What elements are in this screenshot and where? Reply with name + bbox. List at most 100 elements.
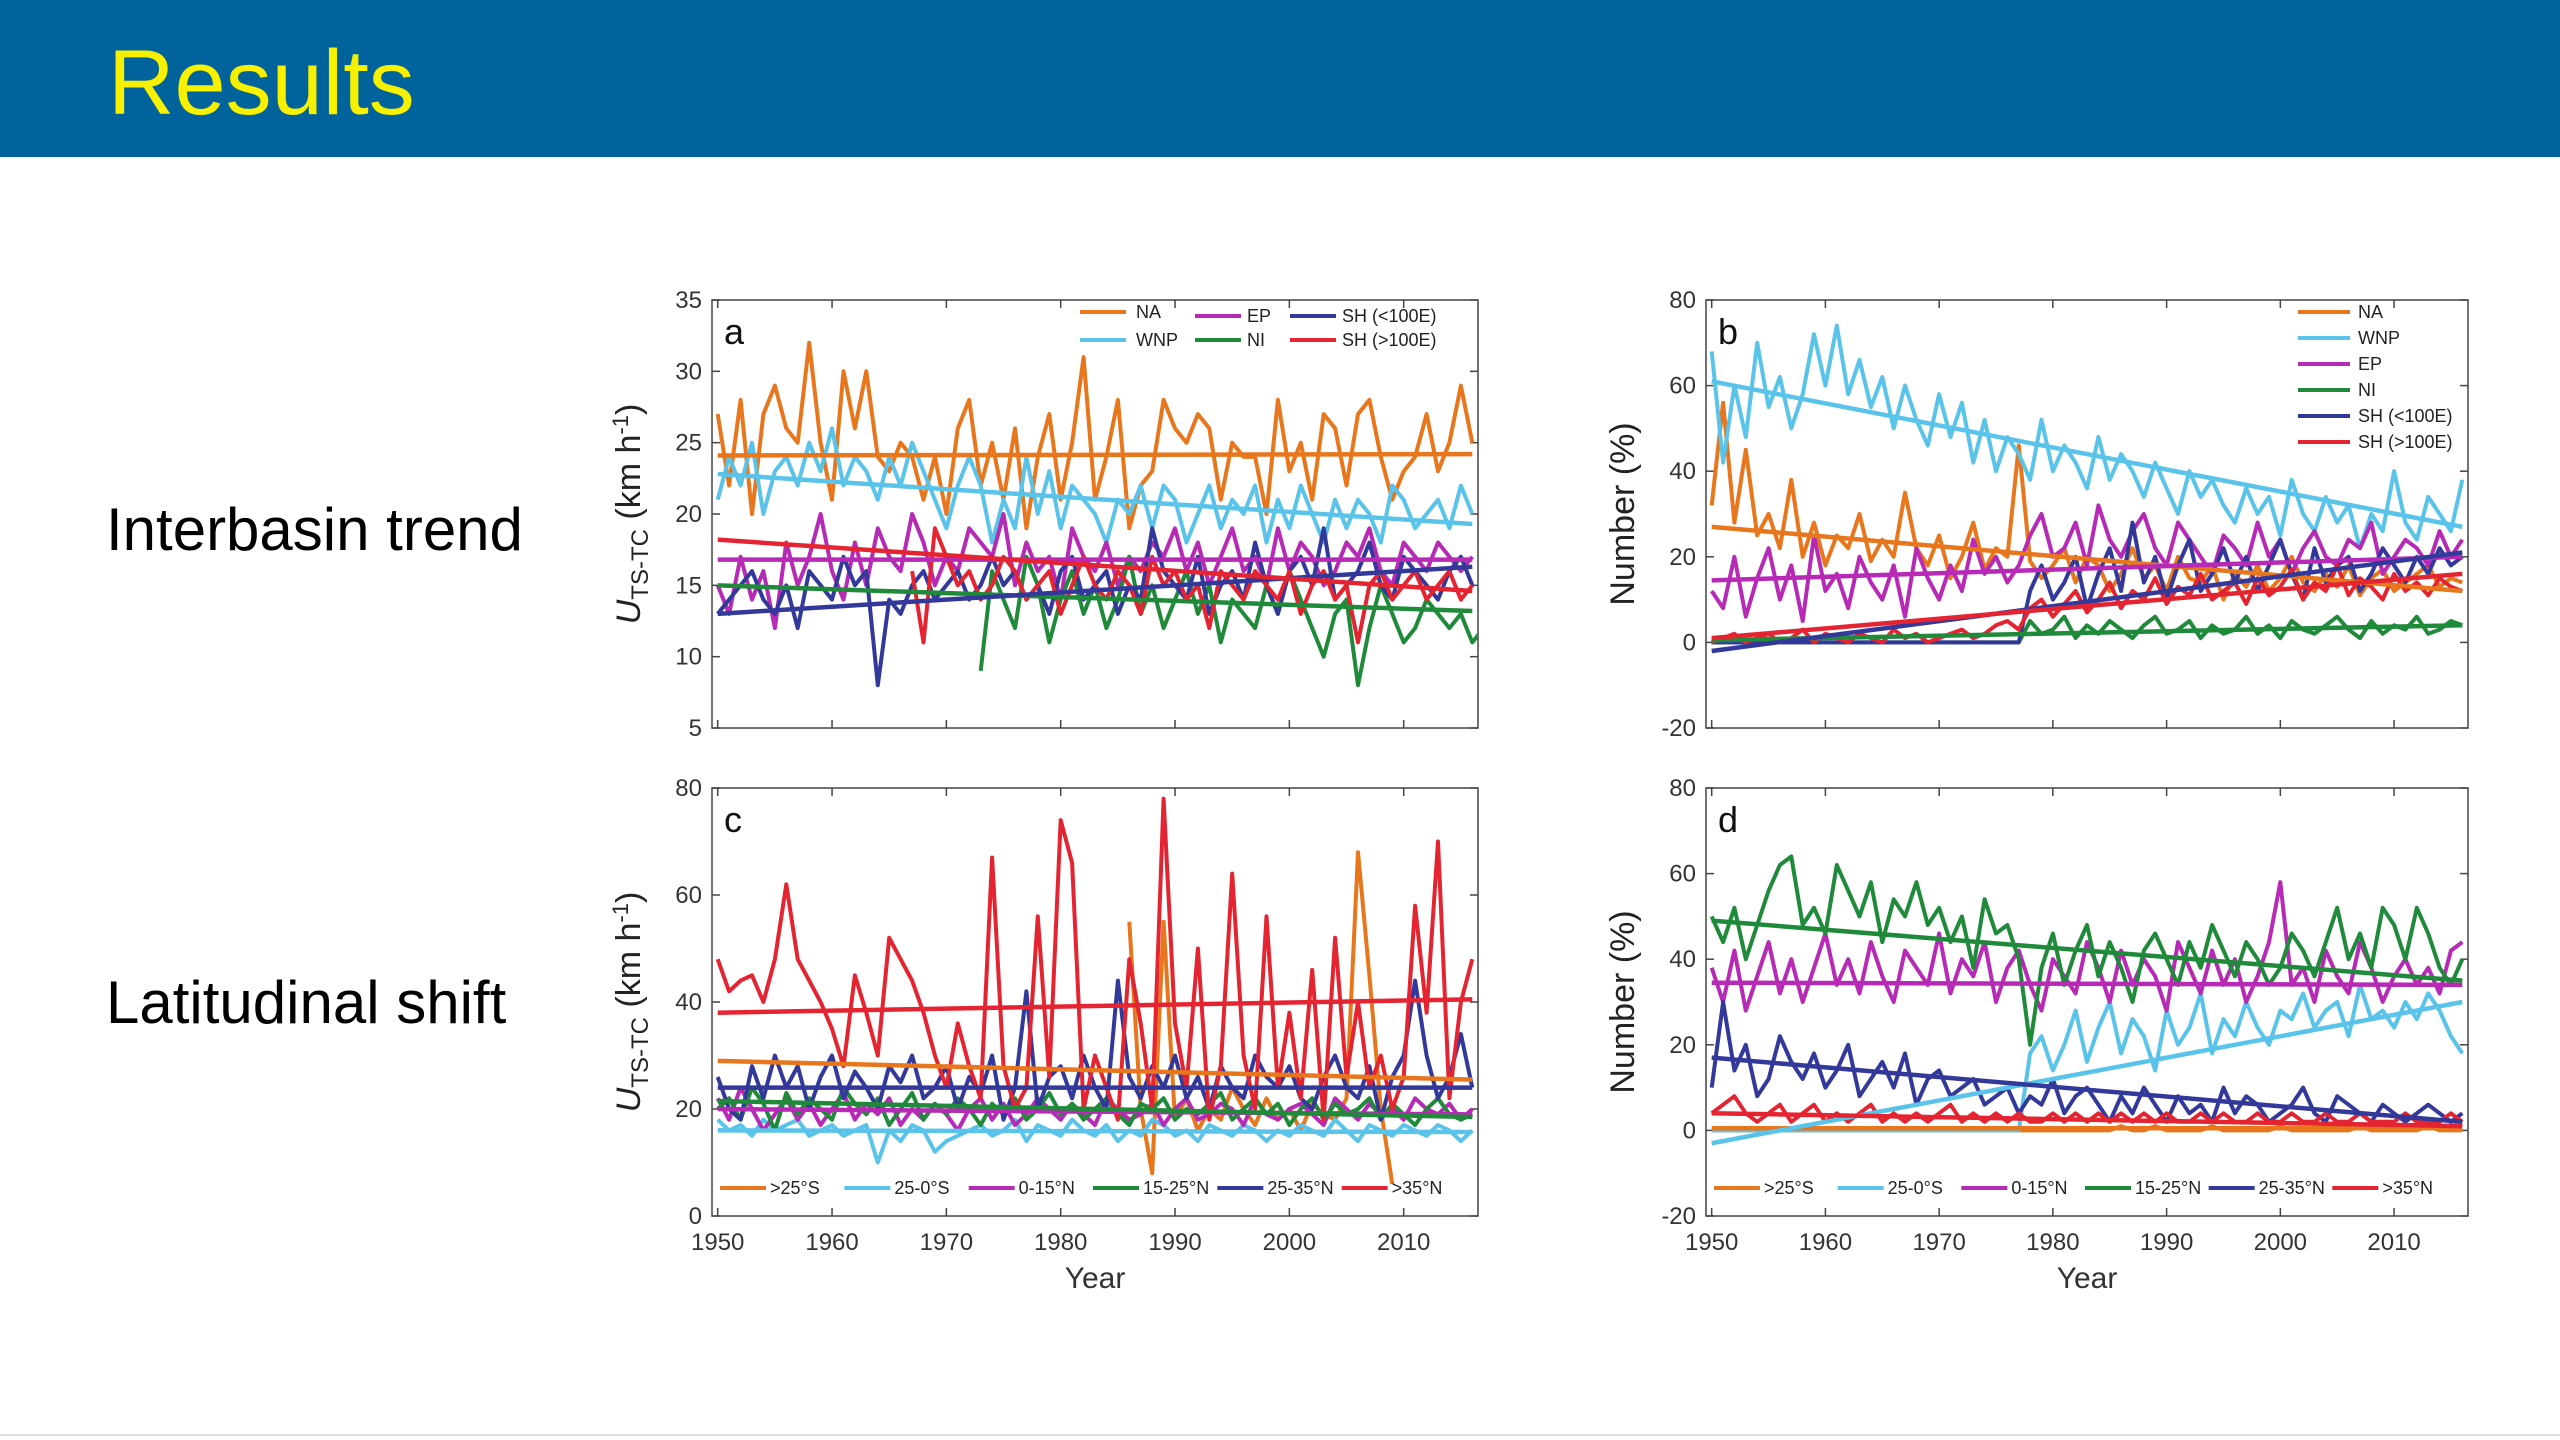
legend-label: 15-25°N (1143, 1178, 1209, 1198)
panel-c: 0 20 40 60 80 1950 1960 1970 1980 1990 2000 2010 Yea… (608, 775, 1479, 1295)
trend-line-b-5 (1711, 571, 2463, 641)
y-tick-label: 80 (1669, 287, 1696, 314)
trend-line-a-4 (717, 564, 1473, 617)
x-tick-label: 1980 (1034, 1229, 1087, 1256)
y-tick-label: 0 (689, 1203, 702, 1230)
trend-line-c-1 (717, 1128, 1473, 1135)
slide-title: Results (108, 32, 415, 134)
x-tick-label: 2000 (1263, 1229, 1316, 1256)
y-axis-label-units: (km h (610, 923, 648, 1017)
legend-label: WNP (1136, 330, 1178, 350)
x-tick-label: 2010 (2367, 1229, 2420, 1256)
legend-label: 25-35°N (1267, 1178, 1333, 1198)
x-tick-label: 2010 (1377, 1229, 1430, 1256)
legend-label: EP (2358, 354, 2382, 374)
y-tick-label: 0 (1683, 1117, 1696, 1144)
y-tick-label: 10 (675, 644, 702, 671)
trend-line-c-3 (717, 1098, 1473, 1120)
trend-line-b-2 (1711, 554, 2463, 583)
y-tick-label: 40 (1669, 458, 1696, 485)
panel-label: a (724, 311, 745, 352)
y-axis-label: UTS-TC (km h-1) (608, 404, 654, 625)
trend-line-d-3 (1711, 918, 2463, 983)
y-axis-label-main: U (610, 1087, 648, 1112)
y-tick-label: 80 (1669, 775, 1696, 802)
panel-a: 5 10 15 20 25 30 35 UTS-TC (km h-1) a NA WNP EP NI SH… (608, 287, 1479, 742)
plot-frame (1705, 787, 2469, 1217)
y-tick-label: 20 (1669, 1032, 1696, 1059)
legend-label: 25-0°S (1888, 1178, 1943, 1198)
legend-label: 15-25°N (2135, 1178, 2201, 1198)
y-tick-label: 20 (1669, 544, 1696, 571)
trend-line-d-4 (1711, 1055, 2463, 1125)
series-line-a-2 (715, 512, 1474, 631)
y-tick-label: 5 (689, 715, 702, 742)
trend-line-b-1 (1711, 379, 2463, 530)
y-tick-label: 30 (675, 358, 702, 385)
legend-label: SH (<100E) (2358, 406, 2453, 426)
plot-area (715, 340, 1478, 688)
legend-label: 25-0°S (894, 1178, 949, 1198)
legend-label: >35°N (2382, 1178, 2433, 1198)
trend-line-d-1 (1711, 999, 2463, 1146)
y-tick-label: 80 (675, 775, 702, 802)
plot-area (1709, 323, 2465, 654)
y-axis-label-sup: -1 (608, 415, 633, 435)
y-tick-label: -20 (1661, 715, 1696, 742)
x-tick-label: 1980 (2026, 1229, 2079, 1256)
panel-label: d (1718, 799, 1738, 840)
y-tick-label: 25 (675, 430, 702, 457)
row-label-latitudinal: Latitudinal shift (106, 969, 507, 1036)
y-axis-label-sup: -1 (608, 903, 633, 923)
y-tick-label: 0 (1683, 629, 1696, 656)
legend-label: 25-35°N (2259, 1178, 2325, 1198)
legend-label: EP (1247, 306, 1271, 326)
y-tick-label: 40 (675, 989, 702, 1016)
panel-b: -20 0 20 40 60 80 Number (%) b NA WNP EP NI SH (<100… (1604, 287, 2469, 742)
y-tick-label: -20 (1661, 1203, 1696, 1230)
series-line-b-1 (1709, 323, 2465, 551)
y-axis-label: Number (%) (1604, 910, 1642, 1093)
x-tick-label: 1950 (691, 1229, 744, 1256)
series-line-a-1 (715, 426, 1475, 545)
legend-label: SH (<100E) (1342, 306, 1437, 326)
trend-line-a-5 (717, 537, 1473, 594)
legend-label: >25°S (1764, 1178, 1814, 1198)
row-label-interbasin: Interbasin trend (106, 496, 523, 563)
trend-line-a-0 (717, 451, 1473, 458)
trend-line-b-4 (1711, 550, 2463, 654)
y-tick-label: 15 (675, 572, 702, 599)
panel-d: -20 0 20 40 60 80 1950 1960 1970 1980 1990 2000 2010… (1604, 775, 2469, 1295)
x-axis-label: Year (2057, 1262, 2118, 1295)
y-tick-label: 20 (675, 1096, 702, 1123)
panel-label: c (724, 799, 742, 840)
x-tick-label: 1990 (1148, 1229, 1201, 1256)
legend-label: SH (>100E) (2358, 432, 2453, 452)
plot-area (715, 796, 1475, 1185)
x-tick-label: 1960 (805, 1229, 858, 1256)
y-axis-label-units: (km h (610, 435, 648, 529)
legend: NA WNP EP NI SH (<100E) SH (>100E) (1080, 302, 1437, 350)
y-tick-label: 20 (675, 501, 702, 528)
y-tick-label: 35 (675, 287, 702, 314)
legend-label: 0-15°N (2011, 1178, 2067, 1198)
legend-label: >25°S (770, 1178, 820, 1198)
legend: NA WNP EP NI SH (<100E) SH (>100E) (2298, 302, 2453, 452)
trend-line-c-5 (717, 997, 1473, 1015)
x-tick-label: 1950 (1685, 1229, 1738, 1256)
x-tick-label: 1970 (920, 1229, 973, 1256)
y-tick-label: 40 (1669, 946, 1696, 973)
trend-line-d-5 (1711, 1111, 2463, 1129)
slide-footer-line (0, 1434, 2560, 1436)
y-axis-label-main: U (610, 599, 648, 624)
legend-label: WNP (2358, 328, 2400, 348)
x-tick-label: 2000 (2254, 1229, 2307, 1256)
y-axis-label-sub: TS-TC (627, 1017, 654, 1088)
legend: >25°S 25-0°S 0-15°N 15-25°N 25-35°N >35°N (1714, 1178, 2433, 1198)
trend-line-c-0 (717, 1058, 1473, 1082)
y-axis-label-close: ) (610, 892, 648, 903)
trend-line-a-1 (717, 471, 1473, 527)
series-line-d-3 (1709, 854, 2465, 1047)
x-tick-label: 1970 (1912, 1229, 1965, 1256)
